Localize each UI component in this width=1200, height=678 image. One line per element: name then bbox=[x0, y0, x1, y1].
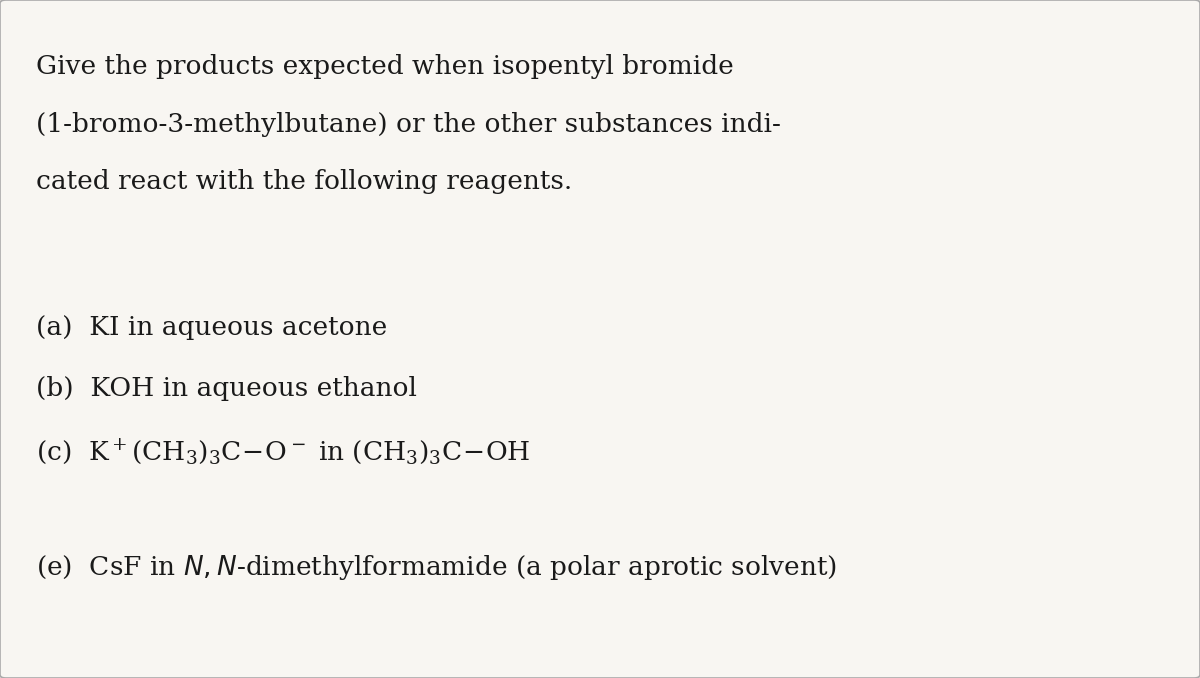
Text: (c)  $\mathregular{K^+ (CH_3)_3C\!-\!O^-}$ in $\mathregular{(CH_3)_3C\!-\!OH}$: (c) $\mathregular{K^+ (CH_3)_3C\!-\!O^-}… bbox=[36, 437, 530, 466]
Text: (e)  CsF in $\mathit{N,N}$-dimethylformamide (a polar aprotic solvent): (e) CsF in $\mathit{N,N}$-dimethylformam… bbox=[36, 553, 838, 582]
Text: (a)  KI in aqueous acetone: (a) KI in aqueous acetone bbox=[36, 315, 388, 340]
Text: (1-bromo-3-methylbutane) or the other substances indi-: (1-bromo-3-methylbutane) or the other su… bbox=[36, 112, 781, 137]
Text: cated react with the following reagents.: cated react with the following reagents. bbox=[36, 170, 572, 195]
Text: (b)  KOH in aqueous ethanol: (b) KOH in aqueous ethanol bbox=[36, 376, 416, 401]
Text: Give the products expected when isopentyl bromide: Give the products expected when isopenty… bbox=[36, 54, 733, 79]
